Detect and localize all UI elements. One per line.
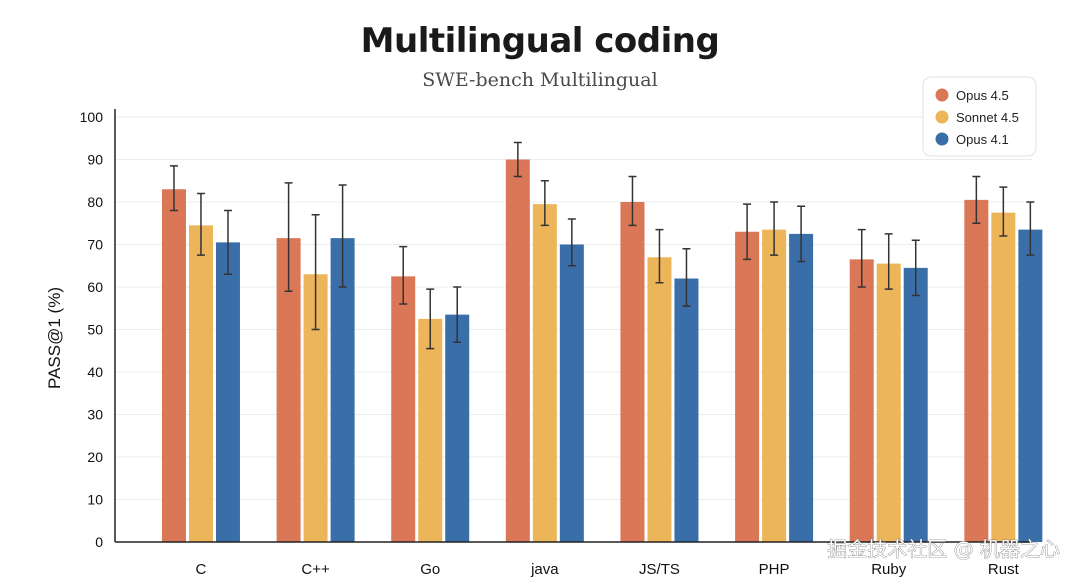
bar: [532, 204, 557, 542]
legend-box: [922, 76, 1037, 157]
x-tick-label: JS/TS: [639, 561, 680, 578]
bar: [620, 202, 645, 542]
bars: [161, 141, 1043, 542]
x-tick-label: PHP: [759, 561, 790, 578]
bar: [330, 238, 355, 542]
chart-subtitle: SWE-bench Multilingual: [422, 69, 657, 91]
legend-label: Opus 4.1: [956, 132, 1009, 147]
bar: [559, 244, 584, 542]
bar: [849, 259, 874, 542]
legend-swatch: [935, 132, 949, 146]
x-tick-label: Rust: [988, 561, 1020, 578]
bar: [789, 233, 814, 542]
bar: [674, 278, 699, 542]
x-tick-label: C: [196, 561, 207, 578]
bar: [161, 189, 186, 542]
y-tick-label: 0: [95, 534, 103, 550]
y-tick-label: 90: [87, 152, 103, 168]
y-tick-label: 50: [87, 322, 103, 338]
watermark-text: 掘金技术社区 @ 机器之心: [827, 537, 1060, 561]
x-tick-label: Ruby: [871, 561, 907, 578]
bar: [876, 263, 901, 542]
bar: [1018, 229, 1043, 542]
bar: [964, 199, 989, 542]
legend-label: Sonnet 4.5: [956, 110, 1019, 125]
y-tick-label: 80: [87, 194, 103, 210]
x-tick-label: C++: [301, 561, 330, 578]
bar: [735, 231, 760, 542]
bar: [188, 225, 213, 542]
bar: [903, 267, 928, 542]
bar: [505, 159, 530, 542]
bar: [991, 212, 1016, 542]
x-tick-label: Go: [420, 561, 440, 578]
y-tick-label: 10: [87, 492, 103, 508]
bar: [215, 242, 240, 542]
axes: 0 10 20 30 40 50 60 70 80 90 100 C C++ Go java JS/TS PHP…: [80, 109, 1032, 578]
y-tick-label: 60: [87, 279, 103, 295]
y-tick-label: 100: [80, 109, 104, 125]
bar: [418, 318, 443, 542]
y-tick-label: 40: [87, 364, 103, 380]
bar: [445, 314, 470, 542]
bar: [391, 276, 416, 542]
x-tick-label: java: [530, 561, 559, 578]
bar: [647, 257, 672, 542]
y-tick-label: 20: [87, 449, 103, 465]
legend-swatch: [935, 110, 949, 124]
chart-title: Multilingual coding: [361, 21, 720, 61]
legend-swatch: [935, 88, 949, 102]
y-axis-label: PASS@1 (%): [45, 287, 64, 389]
legend: Opus 4.5 Sonnet 4.5 Opus 4.1: [922, 76, 1037, 157]
y-tick-label: 30: [87, 407, 103, 423]
legend-label: Opus 4.5: [956, 88, 1009, 103]
bar: [762, 229, 787, 542]
y-tick-label: 70: [87, 237, 103, 253]
